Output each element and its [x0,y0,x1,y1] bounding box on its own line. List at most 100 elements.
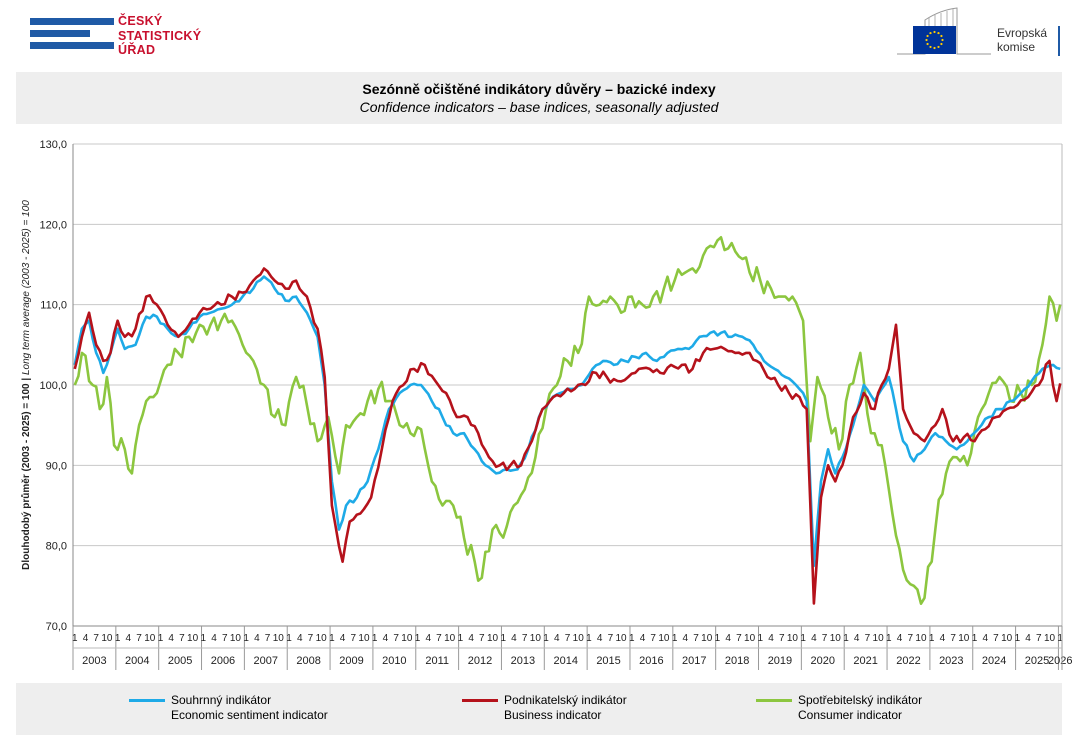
x-month-tick-label: 7 [907,633,913,644]
legend-label: Spotřebitelský indikátor [798,693,923,707]
x-month-tick-label: 1 [586,633,592,644]
ec-logo-divider [1058,26,1060,56]
x-month-tick-label: 1 [500,633,506,644]
x-month-tick-label: 7 [693,633,699,644]
legend-label: Consumer indicator [798,708,903,722]
x-month-tick-label: 10 [144,633,156,644]
x-year-label: 2008 [296,655,320,667]
x-month-tick-label: 10 [487,633,499,644]
csu-logo-line: ČESKÝ [118,14,163,28]
chart-title-band: Sezónně očištěné indikátory důvěry – baz… [16,72,1062,124]
x-month-tick-label: 10 [1001,633,1013,644]
x-month-tick-label: 4 [640,633,646,644]
x-month-tick-label: 7 [265,633,271,644]
x-month-tick-label: 4 [897,633,903,644]
x-year-label: 2003 [82,655,106,667]
x-year-label: 2013 [511,655,535,667]
x-year-label: 2023 [939,655,963,667]
x-year-label: 2021 [853,655,877,667]
x-month-tick-label: 1 [458,633,464,644]
x-year-label: 2004 [125,655,149,667]
csu-logo-bar [30,42,114,49]
x-month-tick-label: 1 [115,633,121,644]
x-month-tick-label: 4 [982,633,988,644]
x-month-tick-label: 7 [822,633,828,644]
x-month-tick-label: 10 [1044,633,1056,644]
ec-logo: Evropská komise [895,6,1065,62]
x-month-tick-label: 4 [768,633,774,644]
x-year-label: 2017 [682,655,706,667]
x-month-tick-label: 7 [779,633,785,644]
x-year-label: 2020 [811,655,835,667]
legend-label: Economic sentiment indicator [171,708,328,722]
x-month-tick-label: 7 [950,633,956,644]
legend-item-consumer: Spotřebitelský indikátor Consumer indica… [756,693,923,723]
x-month-tick-label: 7 [522,633,528,644]
x-year-label: 2014 [553,655,577,667]
x-month-tick-label: 1 [886,633,892,644]
x-month-tick-label: 7 [479,633,485,644]
legend-swatch-economic [129,699,165,702]
legend-label: Souhrnný indikátor [171,693,272,707]
x-month-tick-label: 7 [350,633,356,644]
x-year-label: 2006 [211,655,235,667]
ec-building-flag-icon [897,7,991,55]
x-month-tick-label: 1 [243,633,249,644]
x-month-tick-label: 4 [297,633,303,644]
x-month-tick-label: 10 [273,633,285,644]
x-year-label: 2016 [639,655,663,667]
y-tick-label: 90,0 [46,460,67,472]
x-month-tick-label: 10 [787,633,799,644]
csu-logo: ČESKÝ STATISTICKÝ ÚŘAD [30,14,220,62]
x-year-label: 2010 [382,655,406,667]
x-month-tick-label: 4 [83,633,89,644]
legend-item-business: Podnikatelský indikátor Business indicat… [462,693,627,723]
x-month-tick-label: 4 [597,633,603,644]
x-month-tick-label: 10 [358,633,370,644]
x-month-tick-label: 4 [468,633,474,644]
x-year-label: 2007 [254,655,278,667]
x-month-tick-label: 10 [830,633,842,644]
x-month-tick-label: 10 [230,633,242,644]
y-tick-label: 70,0 [46,621,67,633]
x-month-tick-label: 7 [136,633,142,644]
x-month-tick-label: 7 [436,633,442,644]
x-month-tick-label: 10 [658,633,670,644]
x-month-tick-label: 4 [940,633,946,644]
x-month-tick-label: 7 [393,633,399,644]
x-month-tick-label: 7 [565,633,571,644]
x-month-tick-label: 4 [683,633,689,644]
x-month-tick-label: 7 [179,633,185,644]
x-year-label: 2022 [896,655,920,667]
x-month-tick-label: 1 [1015,633,1021,644]
y-tick-label: 120,0 [39,219,67,231]
x-month-tick-label: 10 [187,633,199,644]
x-month-tick-label: 10 [873,633,885,644]
x-month-tick-label: 10 [958,633,970,644]
x-month-tick-label: 1 [972,633,978,644]
x-month-tick-label: 4 [1025,633,1031,644]
x-month-tick-label: 4 [340,633,346,644]
y-axis-title: Dlouhodobý průměr (2003 - 2025) = 100 | … [20,200,32,570]
x-month-tick-label: 1 [329,633,335,644]
x-year-label: 2025 [1025,655,1049,667]
x-month-tick-label: 1 [715,633,721,644]
legend: Souhrnný indikátor Economic sentiment in… [16,683,1062,735]
x-month-tick-label: 7 [736,633,742,644]
legend-label: Podnikatelský indikátor [504,693,627,707]
x-month-tick-label: 1 [415,633,421,644]
x-month-tick-label: 7 [308,633,314,644]
x-month-tick-label: 10 [573,633,585,644]
legend-swatch-business [462,699,498,702]
x-month-tick-label: 10 [316,633,328,644]
x-month-tick-label: 4 [725,633,731,644]
csu-logo-bar [30,30,90,37]
x-month-tick-label: 10 [401,633,413,644]
x-month-tick-label: 1 [372,633,378,644]
x-month-tick-label: 4 [811,633,817,644]
x-year-label: 2024 [982,655,1006,667]
x-month-tick-label: 4 [254,633,260,644]
y-tick-label: 100,0 [39,380,67,392]
series-line-consumer [73,236,1062,605]
